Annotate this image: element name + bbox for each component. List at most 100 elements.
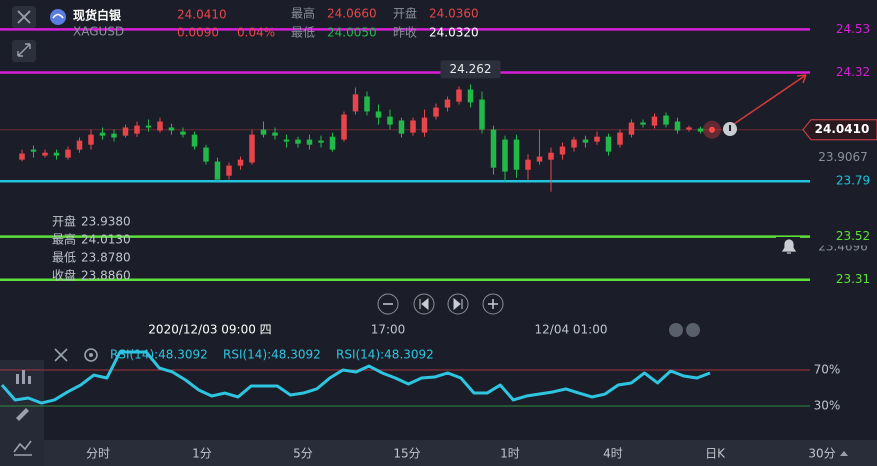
candle-body	[467, 89, 474, 103]
candle-body	[456, 89, 462, 102]
collapse-icon	[17, 43, 31, 57]
candle-body	[30, 149, 37, 152]
candle-body	[410, 120, 416, 133]
candle-body	[99, 132, 106, 136]
symbol-icon-mark	[52, 13, 64, 19]
candle-body	[364, 96, 370, 112]
stat-label: 开盘	[393, 6, 417, 21]
price-level-tag	[812, 20, 877, 39]
tab[interactable]: 15分	[393, 447, 420, 461]
ohlc-value: 23.9380	[81, 215, 131, 229]
nav-buttons	[377, 293, 700, 337]
stat-value: 24.0660	[327, 7, 377, 21]
indicator-settings[interactable]	[84, 348, 98, 362]
candle-body	[387, 116, 393, 125]
scroll-start-icon	[419, 297, 429, 311]
time-label: 2020/12/03 09:00 四	[148, 323, 271, 337]
tab[interactable]: 1分	[192, 447, 212, 461]
ohlc-value: 23.8780	[81, 251, 131, 265]
collapse-button[interactable]	[12, 40, 36, 62]
ohlc-value: 24.0130	[81, 233, 131, 247]
rsi-level-label: 70%	[814, 363, 841, 377]
tool-indicator-icon[interactable]	[13, 440, 32, 456]
toggle-dot[interactable]	[669, 323, 683, 337]
price-level-label: 23.79	[836, 174, 870, 188]
candle-body	[122, 127, 129, 136]
candle-body	[617, 132, 623, 145]
stat-label: 最低	[291, 26, 315, 40]
candle-body	[157, 121, 163, 131]
zoom-out[interactable]	[377, 293, 399, 315]
candle-body	[548, 152, 554, 160]
candle-body	[341, 114, 347, 140]
scroll-end[interactable]	[447, 293, 469, 315]
ohlc-value: 23.8860	[81, 269, 131, 283]
candle-body	[594, 136, 600, 142]
candle-body	[605, 136, 612, 152]
tab[interactable]: 分时	[86, 447, 110, 461]
price-level-tag	[812, 227, 877, 246]
candle-body	[490, 129, 497, 168]
indicator-label: RSI(14):48.3092	[223, 348, 321, 362]
candle-body	[76, 140, 83, 150]
tool-candle-icon	[28, 376, 31, 384]
close-icon	[17, 10, 31, 24]
tab[interactable]: 日K	[705, 447, 726, 461]
zoom-in-icon	[488, 299, 498, 309]
price-level-tag	[812, 270, 877, 289]
ohlc-label: 开盘	[52, 214, 76, 229]
candle-body	[168, 127, 175, 131]
symbol-code: XAGUSD	[73, 25, 124, 39]
candle-body	[444, 99, 451, 108]
zoom-in[interactable]	[482, 293, 504, 315]
tab[interactable]: 1时	[500, 447, 520, 461]
trend-arrow[interactable]	[733, 74, 807, 125]
candle-body	[571, 139, 577, 148]
current-dot	[709, 126, 715, 133]
candle-body	[559, 146, 566, 155]
symbol-name: 现货白银	[73, 8, 122, 23]
candle-body	[352, 94, 359, 112]
scroll-start[interactable]	[413, 293, 435, 315]
tool-candle-icon	[22, 370, 25, 384]
tool-draw-icon[interactable]	[16, 408, 29, 421]
candle-body	[329, 136, 336, 150]
candle-body	[203, 147, 209, 162]
stat-label: 最高	[291, 6, 315, 21]
candle-body	[53, 152, 60, 156]
candle-body	[111, 133, 117, 138]
candle-body	[180, 131, 186, 135]
price-change-pct: 0.04%	[237, 26, 275, 40]
settings-dot	[89, 353, 93, 357]
candle-body	[686, 127, 692, 130]
chart-layer: 23.906723.469624.5324.3223.7923.5223.312…	[0, 20, 877, 412]
candle-body	[651, 116, 658, 126]
price-level-label: 24.53	[836, 22, 870, 36]
candle-body	[283, 139, 290, 142]
indicator-close[interactable]	[54, 348, 68, 362]
tool-candle-icon[interactable]	[16, 374, 19, 384]
candle-body	[421, 117, 428, 133]
tab[interactable]: 5分	[293, 447, 313, 461]
candle-body	[145, 125, 152, 128]
candle-body	[582, 139, 589, 143]
ohlc-label: 最低	[52, 251, 76, 265]
tab[interactable]: 30分	[808, 447, 835, 461]
stat-value: 24.0320	[429, 26, 479, 40]
stat-label: 昨收	[393, 26, 417, 40]
candle-body	[525, 159, 531, 170]
stat-value: 24.0360	[429, 7, 479, 21]
symbol-icon	[50, 9, 66, 25]
candle-body	[249, 134, 255, 163]
time-label: 12/04 01:00	[535, 323, 608, 337]
rsi-line	[0, 350, 711, 405]
tab-dropdown-icon[interactable]	[840, 451, 848, 456]
alert-bell[interactable]	[781, 239, 797, 254]
candle-body	[260, 129, 267, 135]
candle-body	[536, 156, 543, 162]
tab[interactable]: 4时	[603, 447, 623, 461]
indicator-label: RSI(14):48.3092	[336, 348, 434, 362]
toggle-dot[interactable]	[686, 323, 700, 337]
peak-label-box	[440, 60, 501, 79]
